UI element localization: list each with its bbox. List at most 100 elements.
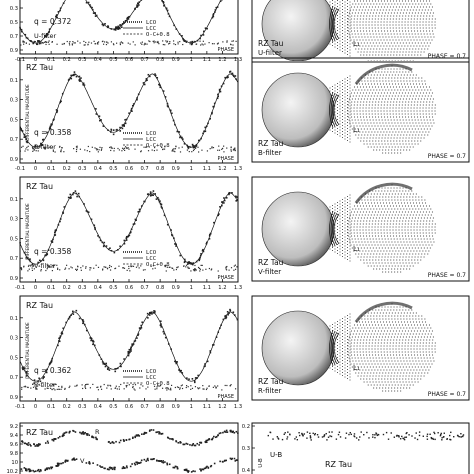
data-point-lco bbox=[113, 28, 116, 31]
surface-point bbox=[395, 39, 397, 41]
surface-point bbox=[395, 110, 397, 112]
data-point-residual bbox=[231, 40, 233, 42]
surface-point bbox=[359, 125, 361, 127]
surface-point bbox=[431, 125, 433, 127]
data-point-residual bbox=[51, 388, 53, 391]
data-point-lco bbox=[20, 28, 23, 31]
surface-point bbox=[362, 205, 365, 207]
surface-point bbox=[342, 363, 343, 364]
surface-point bbox=[363, 33, 365, 35]
surface-point bbox=[408, 116, 410, 118]
data-point-residual bbox=[58, 146, 61, 148]
data-point-residual bbox=[170, 384, 173, 386]
surface-point bbox=[376, 146, 378, 148]
surface-point bbox=[404, 113, 406, 115]
surface-point bbox=[386, 0, 389, 2]
data-point-residual bbox=[189, 145, 191, 148]
surface-point bbox=[353, 351, 355, 353]
surface-point bbox=[384, 12, 386, 14]
data-point-residual bbox=[151, 149, 153, 151]
data-point-residual bbox=[128, 265, 130, 268]
surface-point bbox=[417, 339, 419, 341]
surface-point bbox=[367, 208, 369, 210]
data-point-residual bbox=[202, 269, 204, 271]
surface-point bbox=[337, 119, 338, 120]
surface-point bbox=[428, 205, 431, 207]
surface-point bbox=[415, 77, 417, 79]
surface-point bbox=[407, 86, 410, 88]
surface-point bbox=[368, 229, 370, 231]
surface-point bbox=[392, 27, 394, 29]
data-point-lco bbox=[228, 312, 230, 315]
surface-point bbox=[359, 86, 362, 88]
surface-point bbox=[388, 60, 390, 61]
surface-point bbox=[342, 122, 343, 123]
surface-point bbox=[398, 342, 400, 344]
surface-point bbox=[411, 128, 413, 130]
data-point-residual bbox=[36, 388, 38, 390]
surface-point bbox=[418, 333, 420, 335]
data-point-residual bbox=[85, 267, 87, 269]
surface-point bbox=[400, 134, 402, 136]
surface-point bbox=[383, 131, 385, 133]
surface-point bbox=[379, 268, 381, 270]
surface-point bbox=[347, 134, 348, 135]
surface-point bbox=[334, 242, 336, 244]
surface-point bbox=[352, 122, 354, 124]
surface-point bbox=[393, 116, 395, 118]
data-point-residual bbox=[233, 148, 235, 150]
data-point-lco bbox=[193, 145, 195, 147]
surface-point bbox=[420, 101, 422, 103]
surface-point bbox=[353, 348, 355, 350]
surface-point bbox=[428, 330, 430, 332]
surface-point bbox=[347, 357, 348, 358]
surface-point bbox=[364, 202, 367, 204]
surface-point bbox=[425, 104, 427, 106]
data-point-residual bbox=[92, 383, 94, 386]
data-point-lco bbox=[163, 332, 165, 335]
light-curve-panel-4: -0.1 0 0.1 0.2 0.3 0.4 0.5 0.6 0.7 0.8 0.9 1 1.1 1.2 1… bbox=[10, 295, 242, 410]
surface-point bbox=[334, 346, 336, 348]
surface-point bbox=[416, 110, 418, 112]
surface-point bbox=[342, 202, 343, 203]
surface-point bbox=[363, 119, 365, 121]
data-point-lco bbox=[183, 40, 186, 42]
surface-point bbox=[429, 101, 431, 103]
data-point-lco bbox=[89, 5, 92, 8]
surface-point bbox=[381, 190, 383, 192]
surface-point bbox=[347, 92, 348, 93]
surface-point bbox=[347, 86, 348, 87]
surface-point bbox=[374, 205, 377, 207]
surface-point bbox=[403, 36, 405, 38]
data-point-lco bbox=[78, 317, 81, 320]
data-point-lco bbox=[195, 260, 198, 263]
data-point-lco bbox=[218, 213, 220, 215]
data-point-lco bbox=[67, 318, 70, 320]
x-tick-label: 0 bbox=[34, 404, 37, 410]
surface-point bbox=[410, 0, 413, 2]
data-point-lco bbox=[121, 127, 124, 130]
surface-point bbox=[423, 101, 425, 103]
surface-point bbox=[379, 146, 381, 148]
surface-point bbox=[374, 125, 376, 127]
data-point-lco bbox=[53, 118, 55, 121]
surface-point bbox=[357, 33, 359, 35]
surface-point bbox=[419, 229, 421, 231]
y-tick-label: 0.3 bbox=[10, 217, 18, 223]
surface-point bbox=[397, 315, 399, 317]
surface-point bbox=[405, 354, 407, 356]
data-point-lco bbox=[93, 344, 96, 347]
surface-point bbox=[342, 30, 343, 31]
surface-point bbox=[347, 327, 348, 328]
surface-point bbox=[362, 226, 364, 228]
surface-point bbox=[379, 60, 381, 61]
surface-point bbox=[350, 363, 352, 365]
surface-point bbox=[387, 68, 389, 70]
data-point-lco bbox=[23, 366, 25, 369]
data-point-residual bbox=[60, 388, 62, 390]
surface-point bbox=[409, 149, 411, 151]
surface-point bbox=[363, 339, 365, 341]
surface-point bbox=[384, 116, 386, 118]
surface-point bbox=[400, 372, 402, 374]
data-point-lco bbox=[99, 119, 101, 122]
